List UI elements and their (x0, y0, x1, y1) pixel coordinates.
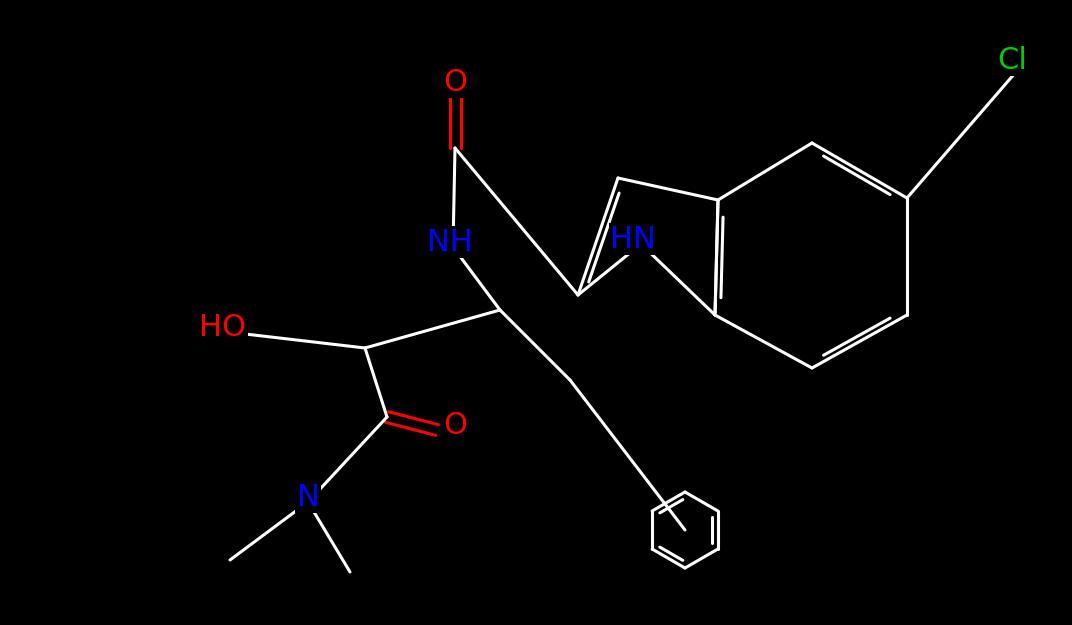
Text: N: N (297, 482, 319, 511)
Text: HO: HO (199, 312, 247, 341)
Text: NH: NH (427, 228, 473, 256)
Text: O: O (443, 411, 467, 439)
Text: O: O (443, 68, 467, 96)
Text: HN: HN (610, 224, 656, 254)
Text: Cl: Cl (997, 46, 1027, 74)
